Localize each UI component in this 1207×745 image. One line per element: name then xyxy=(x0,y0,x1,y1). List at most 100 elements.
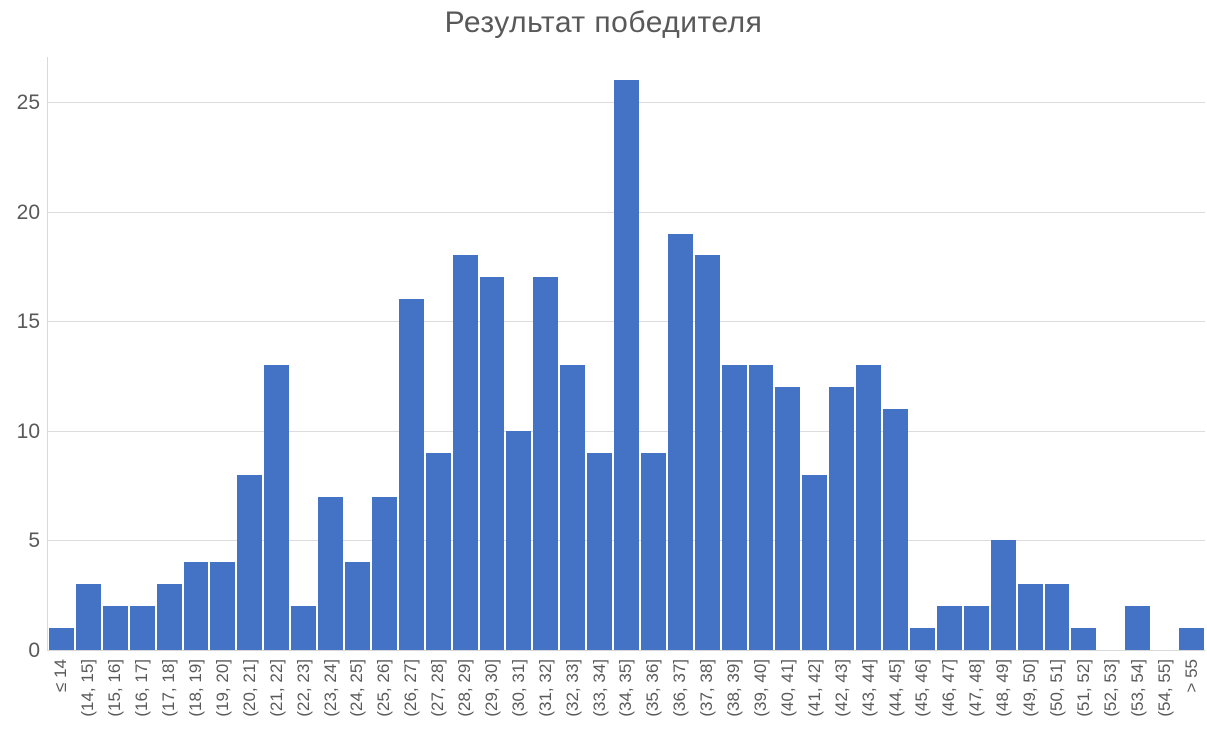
bar-≤ 14 xyxy=(49,628,74,650)
x-tick-cell: (40, 41] xyxy=(774,659,801,745)
x-tick-label: (17, 18] xyxy=(159,659,179,717)
x-tick-label: (24, 25] xyxy=(347,659,367,717)
bar-slot xyxy=(317,57,344,650)
y-tick-label-0: 0 xyxy=(28,639,40,662)
x-tick-cell: (22, 23] xyxy=(290,659,317,745)
bar-slot xyxy=(479,57,506,650)
bar-(26, 27] xyxy=(398,299,424,650)
x-tick-cell: (42, 43] xyxy=(828,659,855,745)
bar-slot xyxy=(505,57,532,650)
x-tick-label: (14, 15] xyxy=(78,659,98,717)
x-tick-cell: (43, 44] xyxy=(855,659,882,745)
x-tick-cell: (46, 47] xyxy=(936,659,963,745)
bar-(20, 21] xyxy=(237,474,263,650)
bar-(51, 52] xyxy=(1071,628,1097,650)
x-tick-cell: (19, 20] xyxy=(209,659,236,745)
x-tick-label: (23, 24] xyxy=(320,659,340,717)
x-tick-cell: (16, 17] xyxy=(129,659,156,745)
bar-slot xyxy=(990,57,1017,650)
bar-slot xyxy=(532,57,559,650)
bar-(23, 24] xyxy=(318,496,343,650)
x-tick-label: > 55 xyxy=(1181,659,1201,693)
x-tick-label: (54, 55] xyxy=(1154,659,1174,717)
bar-(39, 40] xyxy=(748,365,774,650)
x-tick-label: (31, 32] xyxy=(535,659,555,717)
y-tick-label-10: 10 xyxy=(16,419,40,443)
x-tick-cell: (24, 25] xyxy=(344,659,371,745)
bar-slot xyxy=(748,57,775,650)
bar-slot xyxy=(640,57,667,650)
bar-slot xyxy=(909,57,936,650)
x-tick-cell: (47, 48] xyxy=(963,659,990,745)
x-tick-cell: (33, 34] xyxy=(586,659,613,745)
x-tick-label: (21, 22] xyxy=(266,659,286,717)
x-tick-label: (37, 38] xyxy=(697,659,717,717)
bar-slot xyxy=(559,57,586,650)
x-tick-label: (33, 34] xyxy=(589,659,609,717)
bar-(49, 50] xyxy=(1017,584,1043,650)
x-tick-cell: (45, 46] xyxy=(909,659,936,745)
bar-slot xyxy=(102,57,129,650)
x-tick-cell: (17, 18] xyxy=(156,659,183,745)
x-tick-cell: (31, 32] xyxy=(532,659,559,745)
bar-slot xyxy=(721,57,748,650)
x-tick-cell: (29, 30] xyxy=(479,659,506,745)
bar-(27, 28] xyxy=(425,452,451,650)
bar-slot xyxy=(855,57,882,650)
x-tick-cell: (49, 50] xyxy=(1017,659,1044,745)
x-tick-label: (48, 49] xyxy=(993,659,1013,717)
y-axis-line xyxy=(47,57,48,651)
bar-(33, 34] xyxy=(587,452,613,650)
x-tick-label: (16, 17] xyxy=(132,659,152,717)
x-tick-label: (50, 51] xyxy=(1046,659,1066,717)
y-tick-label-25: 25 xyxy=(16,91,40,115)
bar-slot xyxy=(236,57,263,650)
bar-slot xyxy=(263,57,290,650)
bar-(18, 19] xyxy=(183,562,209,650)
bar-(24, 25] xyxy=(344,562,370,650)
bar-slot xyxy=(398,57,425,650)
bar-slot xyxy=(801,57,828,650)
bar-slot xyxy=(425,57,452,650)
bar-(42, 43] xyxy=(829,386,855,650)
x-tick-label: (49, 50] xyxy=(1020,659,1040,717)
bar-slot xyxy=(156,57,183,650)
x-tick-label: (41, 42] xyxy=(804,659,824,717)
bar-> 55 xyxy=(1179,628,1204,650)
x-tick-label: (45, 46] xyxy=(912,659,932,717)
bar-slot xyxy=(667,57,694,650)
x-tick-label: (42, 43] xyxy=(831,659,851,717)
bar-slot xyxy=(452,57,479,650)
x-tick-label: (28, 29] xyxy=(455,659,475,717)
bar-slot xyxy=(290,57,317,650)
x-tick-label: (20, 21] xyxy=(239,659,259,717)
bar-slot xyxy=(1070,57,1097,650)
x-tick-cell: (18, 19] xyxy=(183,659,210,745)
bar-(19, 20] xyxy=(210,562,236,650)
x-axis-line xyxy=(47,650,1205,651)
x-tick-cell: (27, 28] xyxy=(425,659,452,745)
bar-series xyxy=(48,57,1205,650)
x-tick-cell: (53, 54] xyxy=(1124,659,1151,745)
bar-slot xyxy=(48,57,75,650)
x-tick-cell: (28, 29] xyxy=(452,659,479,745)
bar-(40, 41] xyxy=(775,386,801,650)
bar-(14, 15] xyxy=(75,584,101,650)
x-tick-cell: (38, 39] xyxy=(721,659,748,745)
x-tick-cell: (44, 45] xyxy=(882,659,909,745)
x-axis-labels: ≤ 14 (14, 15] (15, 16] (16, 17] (17, 18] (18,… xyxy=(48,659,1205,745)
bar-slot xyxy=(75,57,102,650)
x-tick-cell: (35, 36] xyxy=(640,659,667,745)
bar-(29, 30] xyxy=(479,277,505,650)
bar-(16, 17] xyxy=(129,606,155,650)
x-tick-label: (44, 45] xyxy=(885,659,905,717)
bar-(46, 47] xyxy=(936,606,962,650)
chart-title: Результат победителя xyxy=(444,6,763,39)
bar-(15, 16] xyxy=(102,606,128,650)
x-tick-label: (18, 19] xyxy=(185,659,205,717)
x-tick-cell: (37, 38] xyxy=(694,659,721,745)
x-tick-cell: (23, 24] xyxy=(317,659,344,745)
bar-(17, 18] xyxy=(156,584,182,650)
x-tick-cell: (14, 15] xyxy=(75,659,102,745)
bar-slot xyxy=(1097,57,1124,650)
